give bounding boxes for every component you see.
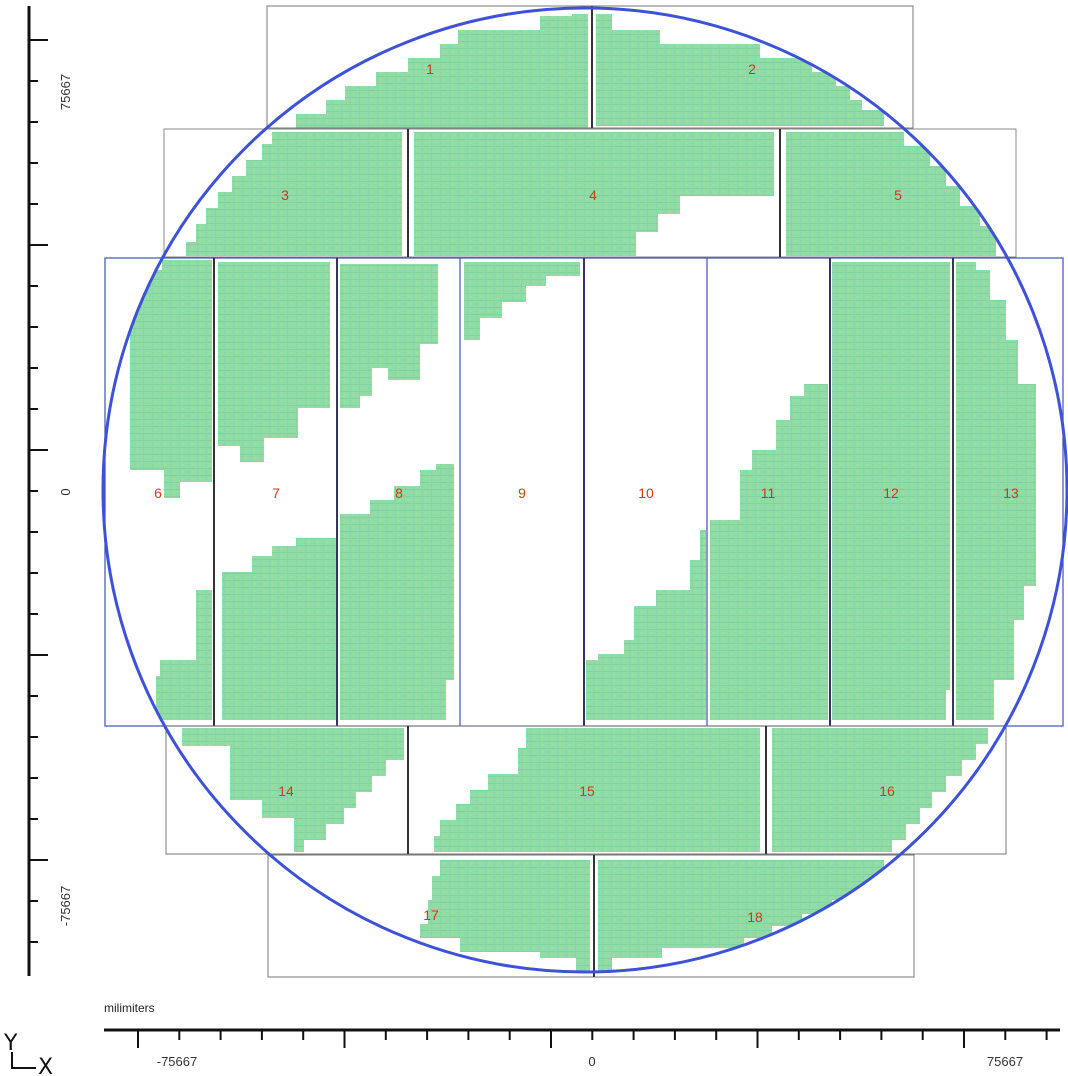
coverage-region-14 bbox=[182, 728, 404, 852]
y-axis-ticks bbox=[29, 39, 48, 943]
xy-origin-indicator: Y X bbox=[3, 1031, 53, 1076]
coverage-region-18 bbox=[598, 860, 884, 971]
coverage-region-13 bbox=[956, 262, 1036, 720]
region-label-1: 1 bbox=[426, 61, 434, 77]
coverage-region-8-bottom bbox=[340, 464, 454, 720]
field-outline-row2 bbox=[163, 128, 1017, 258]
y-axis-letter: Y bbox=[3, 1031, 18, 1056]
x-tick-label-left: -75667 bbox=[157, 1054, 197, 1069]
region-label-17: 17 bbox=[423, 907, 439, 923]
x-axis-ticks bbox=[137, 1030, 1048, 1048]
coverage-region-11 bbox=[710, 384, 828, 720]
reticle-field-grid bbox=[104, 5, 1064, 978]
region-label-18: 18 bbox=[747, 909, 763, 925]
x-tick-label-zero: 0 bbox=[588, 1054, 595, 1069]
coverage-region-1 bbox=[296, 14, 588, 128]
region-label-9: 9 bbox=[518, 485, 526, 501]
x-tick-label-right: 75667 bbox=[987, 1054, 1023, 1069]
coverage-region-8-top bbox=[340, 264, 438, 408]
region-label-12: 12 bbox=[883, 485, 899, 501]
coverage-region-6-bottom bbox=[156, 590, 212, 720]
coverage-region-4 bbox=[414, 132, 774, 256]
y-tick-label-top: 75667 bbox=[58, 74, 73, 110]
coverage-region-2 bbox=[596, 14, 884, 126]
coverage-region-12 bbox=[832, 262, 950, 720]
region-label-11: 11 bbox=[761, 485, 776, 501]
coverage-region-7-top bbox=[218, 262, 330, 462]
y-axis: 75667 0 -75667 bbox=[27, 6, 73, 976]
coverage-region-7-bottom bbox=[222, 538, 336, 720]
wafer-outline bbox=[101, 6, 1068, 974]
region-label-7: 7 bbox=[272, 485, 280, 501]
origin-corner-icon bbox=[11, 1052, 36, 1069]
region-label-16: 16 bbox=[879, 783, 895, 799]
region-label-14: 14 bbox=[278, 783, 294, 799]
region-labels: 1 2 3 4 5 6 7 8 9 10 11 12 13 14 15 16 1… bbox=[154, 61, 1019, 925]
units-label: milimiters bbox=[104, 1001, 155, 1015]
y-tick-label-zero: 0 bbox=[58, 488, 73, 495]
y-tick-label-bottom: -75667 bbox=[58, 886, 73, 926]
coverage-region-9 bbox=[464, 262, 580, 340]
x-axis: milimiters -75667 0 75667 bbox=[104, 1001, 1060, 1069]
coverage-region-17 bbox=[420, 860, 590, 971]
die-coverage-area bbox=[130, 14, 1036, 971]
field-outline-row5 bbox=[267, 854, 915, 978]
coverage-region-15 bbox=[434, 728, 760, 852]
coverage-region-16 bbox=[772, 728, 988, 852]
region-label-3: 3 bbox=[281, 187, 289, 203]
coverage-region-3 bbox=[186, 132, 402, 256]
region-label-6: 6 bbox=[154, 485, 162, 501]
coverage-region-6-top bbox=[130, 260, 212, 498]
coverage-region-5 bbox=[786, 132, 996, 256]
field-outline-row1 bbox=[266, 5, 914, 129]
region-label-4: 4 bbox=[589, 187, 597, 203]
x-axis-letter: X bbox=[38, 1055, 53, 1076]
region-label-13: 13 bbox=[1003, 485, 1019, 501]
region-label-2: 2 bbox=[748, 61, 756, 77]
region-label-10: 10 bbox=[638, 485, 654, 501]
region-label-5: 5 bbox=[894, 187, 902, 203]
region-label-15: 15 bbox=[579, 783, 595, 799]
field-outline-row4 bbox=[165, 725, 1007, 855]
coverage-region-10 bbox=[586, 530, 706, 720]
region-label-8: 8 bbox=[395, 485, 403, 501]
